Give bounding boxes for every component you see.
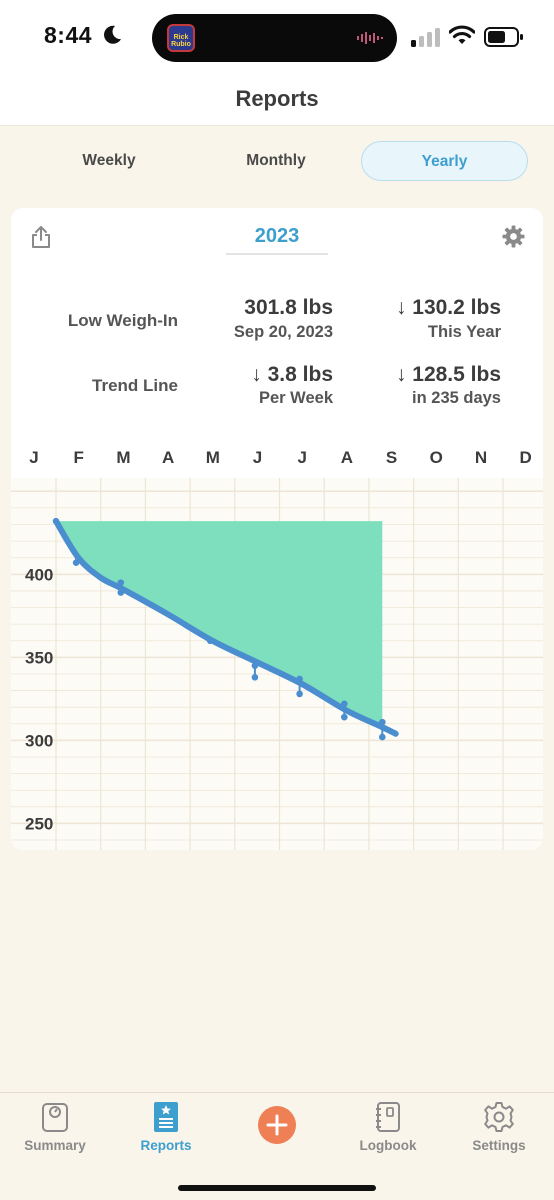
plus-icon — [266, 1114, 288, 1136]
report-icon — [154, 1102, 178, 1132]
tab-settings[interactable]: Settings — [449, 1101, 549, 1161]
segment-yearly[interactable]: Yearly — [361, 141, 528, 181]
year-underline — [226, 253, 328, 255]
chart-weigh-in-point — [72, 559, 80, 566]
chart-weigh-in-point — [117, 579, 125, 586]
status-bar: 8:44 Rick Rubio — [0, 0, 554, 76]
tab-summary-label: Summary — [24, 1138, 86, 1153]
chart-weigh-in-point — [117, 589, 125, 596]
chart-area — [56, 521, 383, 728]
chart-month-label: N — [475, 448, 487, 467]
status-time: 8:44 — [44, 22, 93, 48]
trend-per-week-value: ↓ 3.8 lbs — [251, 363, 333, 386]
page-title: Reports — [235, 86, 319, 111]
dynamic-island[interactable]: Rick Rubio — [152, 14, 397, 62]
chart-month-label: O — [430, 448, 443, 467]
chart-month-label: J — [253, 448, 262, 467]
tab-logbook[interactable]: Logbook — [338, 1101, 438, 1161]
chart-weigh-in-point — [341, 713, 348, 721]
moon-icon — [104, 25, 121, 44]
add-entry-button[interactable] — [258, 1106, 296, 1144]
chart-weigh-in-point — [206, 637, 214, 645]
chart-y-tick-label: 400 — [25, 565, 53, 584]
low-weigh-in-label: Low Weigh-In — [67, 311, 178, 330]
tab-add[interactable] — [227, 1101, 327, 1161]
low-weigh-in-value: 301.8 lbs — [244, 296, 333, 319]
share-icon[interactable] — [30, 225, 52, 249]
low-weigh-in-date: Sep 20, 2023 — [233, 323, 333, 341]
wifi-icon — [449, 25, 475, 44]
tab-reports[interactable]: Reports — [116, 1101, 216, 1161]
weight-chart[interactable]: J F M A M J J A S O N D 400 350 300 250 — [11, 438, 543, 850]
chart-month-label: J — [29, 448, 38, 467]
signal-icon — [411, 28, 440, 47]
chart-month-label: A — [162, 448, 174, 467]
chart-weigh-in-point — [379, 733, 386, 741]
chart-month-label: M — [116, 448, 130, 467]
gear-icon — [484, 1102, 514, 1132]
year-selector[interactable]: 2023 — [254, 225, 300, 247]
chart-month-label: D — [520, 448, 532, 467]
trend-per-week-label: Per Week — [259, 389, 333, 407]
gear-icon[interactable] — [502, 225, 525, 248]
scale-icon — [42, 1103, 68, 1132]
home-indicator — [178, 1185, 376, 1191]
chart-weigh-in-point — [296, 675, 303, 683]
battery-icon — [484, 27, 523, 47]
logbook-icon — [376, 1102, 400, 1132]
nav-bar: Reports — [0, 76, 554, 126]
app-badge-label: Rick Rubio — [171, 34, 191, 48]
chart-month-label: A — [341, 448, 353, 467]
chart-month-label: F — [74, 448, 84, 467]
report-card: 2023 Low Weigh-In 301.8 lbs Sep 20, 2023… — [11, 208, 543, 850]
tab-logbook-label: Logbook — [359, 1138, 417, 1153]
chart-month-label: J — [297, 448, 306, 467]
trend-line-label: Trend Line — [92, 376, 178, 395]
app-badge-icon[interactable]: Rick Rubio — [167, 24, 195, 52]
trend-total-value: ↓ 128.5 lbs — [395, 363, 501, 386]
trend-total-label: in 235 days — [412, 389, 501, 407]
chart-weigh-in-point — [52, 517, 60, 525]
chart-weigh-in-point — [379, 718, 386, 726]
tab-summary[interactable]: Summary — [5, 1101, 105, 1161]
period-segmented-control: Weekly Monthly Yearly — [26, 141, 528, 181]
year-change-value: ↓ 130.2 lbs — [395, 296, 501, 319]
chart-y-tick-label: 350 — [25, 648, 53, 667]
chart-y-tick-label: 300 — [25, 731, 53, 750]
chart-month-label: M — [206, 448, 220, 467]
tab-reports-label: Reports — [140, 1138, 192, 1153]
chart-weigh-in-point — [341, 700, 348, 708]
segment-weekly[interactable]: Weekly — [82, 152, 136, 169]
chart-month-label: S — [386, 448, 397, 467]
chart-y-tick-label: 250 — [25, 814, 53, 833]
tab-bar: Summary Reports Logbook — [0, 1092, 554, 1200]
audio-wave-icon — [357, 32, 383, 44]
segment-monthly[interactable]: Monthly — [246, 152, 306, 169]
chart-weigh-in-point — [296, 690, 303, 698]
year-change-label: This Year — [427, 323, 501, 341]
tab-settings-label: Settings — [472, 1138, 526, 1153]
chart-weigh-in-point — [251, 673, 259, 681]
